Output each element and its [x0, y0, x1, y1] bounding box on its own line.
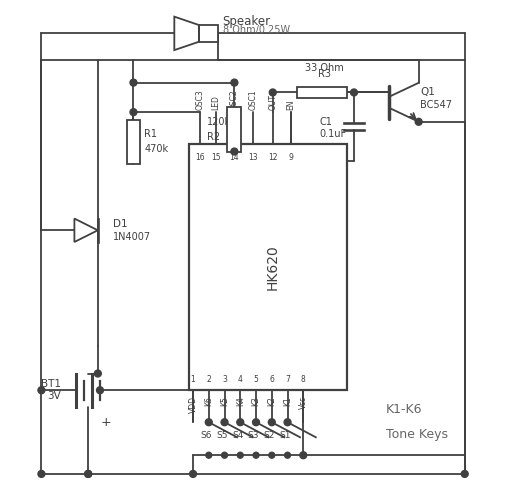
Text: 1N4007: 1N4007: [113, 232, 151, 242]
Text: 3: 3: [222, 375, 227, 384]
Circle shape: [253, 452, 259, 458]
Text: 8: 8: [301, 375, 305, 384]
Text: VDD: VDD: [188, 396, 198, 413]
Circle shape: [85, 470, 92, 477]
Circle shape: [221, 452, 228, 458]
Circle shape: [268, 419, 275, 426]
Text: LED: LED: [212, 96, 221, 110]
Text: K1: K1: [283, 396, 292, 406]
Circle shape: [206, 452, 212, 458]
Text: BC547: BC547: [421, 100, 453, 110]
Text: K6: K6: [204, 396, 213, 406]
Text: R3: R3: [318, 69, 331, 79]
Circle shape: [237, 419, 244, 426]
Bar: [189, 144, 347, 390]
Circle shape: [38, 387, 45, 394]
Text: Speaker: Speaker: [222, 14, 271, 28]
Text: S2: S2: [264, 431, 275, 440]
Text: 16: 16: [196, 153, 205, 162]
Text: Tone Keys: Tone Keys: [386, 428, 448, 441]
Text: 4: 4: [238, 375, 243, 384]
Text: Vss: Vss: [299, 396, 308, 409]
Text: +: +: [101, 416, 111, 429]
Circle shape: [300, 452, 307, 459]
Circle shape: [130, 79, 137, 86]
Text: K5: K5: [220, 396, 229, 406]
Text: K1-K6: K1-K6: [386, 403, 423, 416]
Bar: [126, 119, 140, 164]
Circle shape: [350, 89, 358, 96]
Text: 15: 15: [212, 153, 221, 162]
Text: 2: 2: [206, 375, 211, 384]
Text: K3: K3: [251, 396, 261, 406]
Text: C1: C1: [319, 117, 332, 127]
Text: S4: S4: [232, 431, 244, 440]
Circle shape: [237, 452, 243, 458]
Text: 3V: 3V: [47, 391, 61, 401]
Text: S3: S3: [248, 431, 260, 440]
Circle shape: [205, 419, 212, 426]
Text: 7: 7: [285, 375, 290, 384]
Text: 14: 14: [230, 153, 239, 162]
Text: K2: K2: [267, 396, 276, 406]
Text: 33 Ohm: 33 Ohm: [305, 63, 344, 73]
Text: S1: S1: [279, 431, 291, 440]
Circle shape: [461, 470, 468, 477]
Text: S5: S5: [216, 431, 228, 440]
Bar: [297, 87, 347, 98]
Circle shape: [130, 109, 137, 116]
Text: HK620: HK620: [266, 245, 280, 290]
Circle shape: [269, 452, 275, 458]
Text: R2: R2: [207, 132, 220, 142]
Text: 5: 5: [253, 375, 259, 384]
Text: 8 Ohm/0.25W: 8 Ohm/0.25W: [222, 25, 289, 35]
Circle shape: [231, 79, 238, 86]
Circle shape: [94, 370, 101, 377]
Text: EN: EN: [286, 99, 296, 110]
Text: 120k: 120k: [207, 117, 232, 127]
Text: OSC1: OSC1: [249, 90, 257, 110]
Circle shape: [269, 89, 276, 96]
Circle shape: [284, 419, 291, 426]
Circle shape: [253, 419, 260, 426]
Bar: [199, 25, 218, 42]
Circle shape: [189, 470, 197, 477]
Text: S6: S6: [201, 431, 212, 440]
Text: 12: 12: [268, 153, 278, 162]
Text: K4: K4: [236, 396, 245, 406]
Text: OUT: OUT: [268, 94, 277, 110]
Circle shape: [38, 470, 45, 477]
Text: 13: 13: [248, 153, 258, 162]
Text: OSC3: OSC3: [196, 90, 205, 110]
Circle shape: [285, 452, 291, 458]
Text: R1: R1: [144, 129, 157, 139]
Bar: [228, 107, 241, 151]
Text: OSC2: OSC2: [230, 90, 239, 110]
Circle shape: [221, 419, 228, 426]
Circle shape: [415, 118, 422, 125]
Text: Q1: Q1: [421, 88, 435, 98]
Circle shape: [96, 387, 103, 394]
Text: D1: D1: [113, 219, 127, 229]
Text: 6: 6: [269, 375, 274, 384]
Text: 9: 9: [288, 153, 294, 162]
Circle shape: [231, 148, 238, 155]
Text: BT1: BT1: [41, 379, 61, 390]
Circle shape: [85, 470, 92, 477]
Text: 470k: 470k: [144, 144, 168, 154]
Text: 1: 1: [190, 375, 196, 384]
Text: 0.1uF: 0.1uF: [319, 129, 347, 139]
